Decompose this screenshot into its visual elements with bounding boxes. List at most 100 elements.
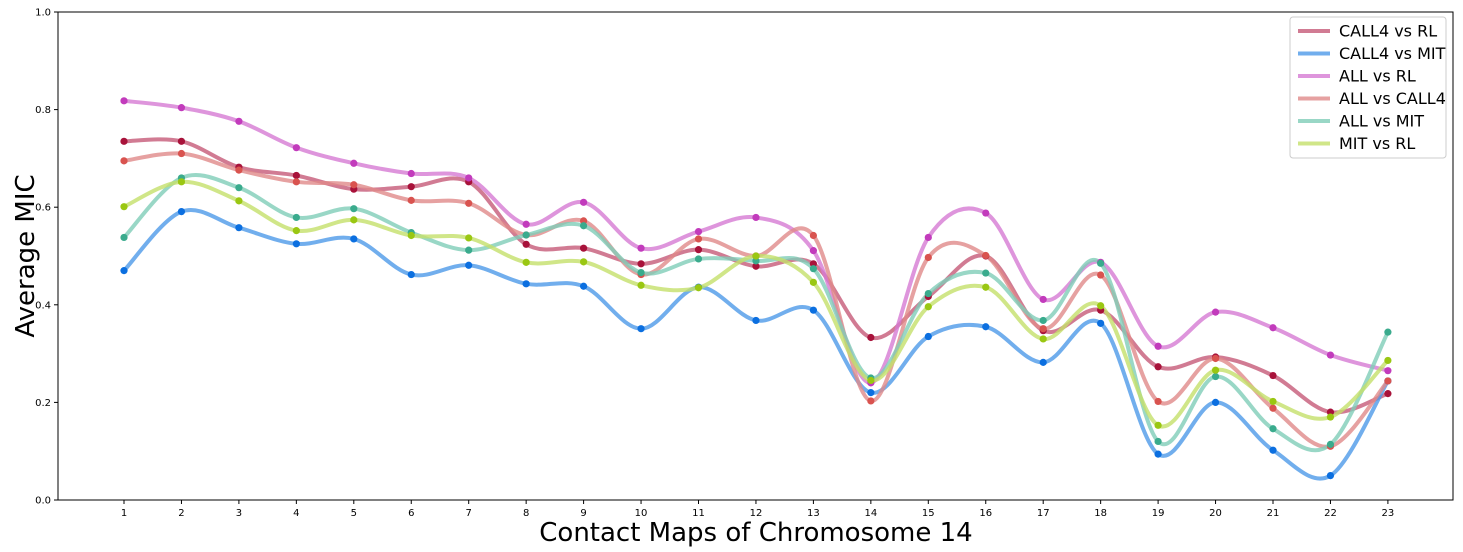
data-point-2-0 <box>120 97 128 105</box>
x-tick-label-10: 10 <box>635 508 648 519</box>
data-point-0-18 <box>1154 363 1162 371</box>
x-tick-label-14: 14 <box>864 508 877 519</box>
data-point-0-1 <box>177 137 186 145</box>
x-tick-label-18: 18 <box>1094 508 1107 519</box>
legend-label-1: CALL4 vs MIT <box>1339 44 1446 63</box>
data-point-5-13 <box>867 376 875 385</box>
y-tick-label-2: 0.4 <box>35 300 51 311</box>
data-point-4-3 <box>292 213 300 222</box>
series-line-3 <box>122 151 1390 449</box>
data-point-3-18 <box>1154 397 1162 406</box>
data-point-5-6 <box>465 234 473 242</box>
data-point-2-21 <box>1326 351 1335 359</box>
y-tick-label-5: 1.0 <box>35 8 51 19</box>
data-point-5-9 <box>637 281 645 289</box>
data-point-5-2 <box>235 197 243 205</box>
data-point-1-8 <box>580 282 588 290</box>
data-point-2-11 <box>752 213 760 222</box>
data-point-5-18 <box>1154 421 1162 429</box>
data-point-3-22 <box>1384 377 1392 385</box>
data-point-5-19 <box>1211 366 1220 374</box>
x-axis-title: Contact Maps of Chromosome 14 <box>539 518 972 548</box>
x-tick-label-8: 8 <box>523 508 529 519</box>
x-tick-label-9: 9 <box>580 508 586 519</box>
y-tick-label-1: 0.2 <box>35 398 51 409</box>
y-tick-label-0: 0.0 <box>35 496 51 507</box>
x-tick-label-22: 22 <box>1324 508 1337 519</box>
data-point-0-9 <box>637 260 645 268</box>
data-point-4-16 <box>1039 316 1047 325</box>
data-point-3-1 <box>177 149 186 158</box>
data-point-4-22 <box>1384 328 1392 336</box>
x-tick-label-17: 17 <box>1037 508 1050 519</box>
data-point-5-21 <box>1326 413 1335 421</box>
x-tick-label-20: 20 <box>1209 508 1222 519</box>
legend-label-5: MIT vs RL <box>1339 134 1415 153</box>
data-point-3-17 <box>1097 271 1105 279</box>
data-point-4-8 <box>580 222 588 230</box>
data-point-5-1 <box>177 178 186 186</box>
data-point-1-1 <box>177 207 186 216</box>
data-point-5-14 <box>924 303 932 311</box>
data-point-5-16 <box>1039 335 1047 343</box>
data-point-1-13 <box>867 389 875 397</box>
data-point-4-18 <box>1154 437 1162 446</box>
data-point-4-7 <box>522 231 530 239</box>
legend-label-3: ALL vs CALL4 <box>1339 89 1446 108</box>
data-point-1-12 <box>809 306 818 314</box>
data-point-5-3 <box>292 227 300 235</box>
data-point-3-4 <box>350 181 358 189</box>
data-point-0-20 <box>1269 371 1277 380</box>
data-point-0-5 <box>407 183 415 191</box>
series-layer <box>120 97 1392 481</box>
data-point-2-2 <box>235 117 243 125</box>
x-tick-label-13: 13 <box>807 508 820 519</box>
data-point-2-19 <box>1211 308 1220 316</box>
data-point-4-4 <box>350 205 358 213</box>
data-point-3-16 <box>1039 325 1047 333</box>
data-point-4-15 <box>982 269 990 277</box>
data-point-4-19 <box>1211 372 1220 381</box>
x-tick-label-12: 12 <box>750 508 763 519</box>
data-point-2-22 <box>1384 367 1392 375</box>
data-point-1-4 <box>350 235 358 243</box>
data-point-5-8 <box>580 258 588 266</box>
x-tick-label-15: 15 <box>922 508 935 519</box>
data-point-5-22 <box>1384 356 1392 365</box>
data-point-5-20 <box>1269 397 1277 406</box>
data-point-0-13 <box>867 333 875 342</box>
data-point-4-20 <box>1269 425 1277 433</box>
data-point-2-18 <box>1154 342 1162 350</box>
data-point-1-16 <box>1039 358 1047 366</box>
data-point-4-21 <box>1326 440 1335 448</box>
data-point-2-5 <box>407 169 415 178</box>
data-point-2-6 <box>465 174 473 182</box>
data-point-4-17 <box>1097 259 1105 267</box>
data-point-0-3 <box>292 171 300 180</box>
y-axis-title: Average MIC <box>11 174 41 337</box>
data-point-1-21 <box>1326 472 1335 480</box>
data-point-1-0 <box>120 267 128 275</box>
data-point-2-3 <box>292 144 300 152</box>
data-point-5-10 <box>694 284 703 292</box>
data-point-2-16 <box>1039 295 1047 304</box>
x-tick-label-21: 21 <box>1267 508 1280 519</box>
data-point-3-15 <box>982 251 990 260</box>
x-tick-label-19: 19 <box>1152 508 1165 519</box>
data-point-5-5 <box>407 231 415 240</box>
data-point-1-15 <box>982 323 990 331</box>
x-tick-label-11: 11 <box>692 508 705 519</box>
data-point-2-8 <box>580 198 588 206</box>
x-tick-label-6: 6 <box>408 508 414 519</box>
x-tick-label-4: 4 <box>293 508 299 519</box>
data-point-3-20 <box>1269 404 1277 412</box>
data-point-3-2 <box>235 166 243 174</box>
x-tick-label-3: 3 <box>236 508 242 519</box>
data-point-3-6 <box>465 199 473 207</box>
data-point-1-7 <box>522 280 530 288</box>
axes: 1 2 3 4 5 6 7 8 9 10 11 12 13 14 15 16 17 18 19 20 21 22 230.0… <box>35 8 1454 519</box>
data-point-2-14 <box>924 233 932 242</box>
data-point-5-15 <box>982 283 990 291</box>
legend-label-4: ALL vs MIT <box>1339 112 1424 131</box>
